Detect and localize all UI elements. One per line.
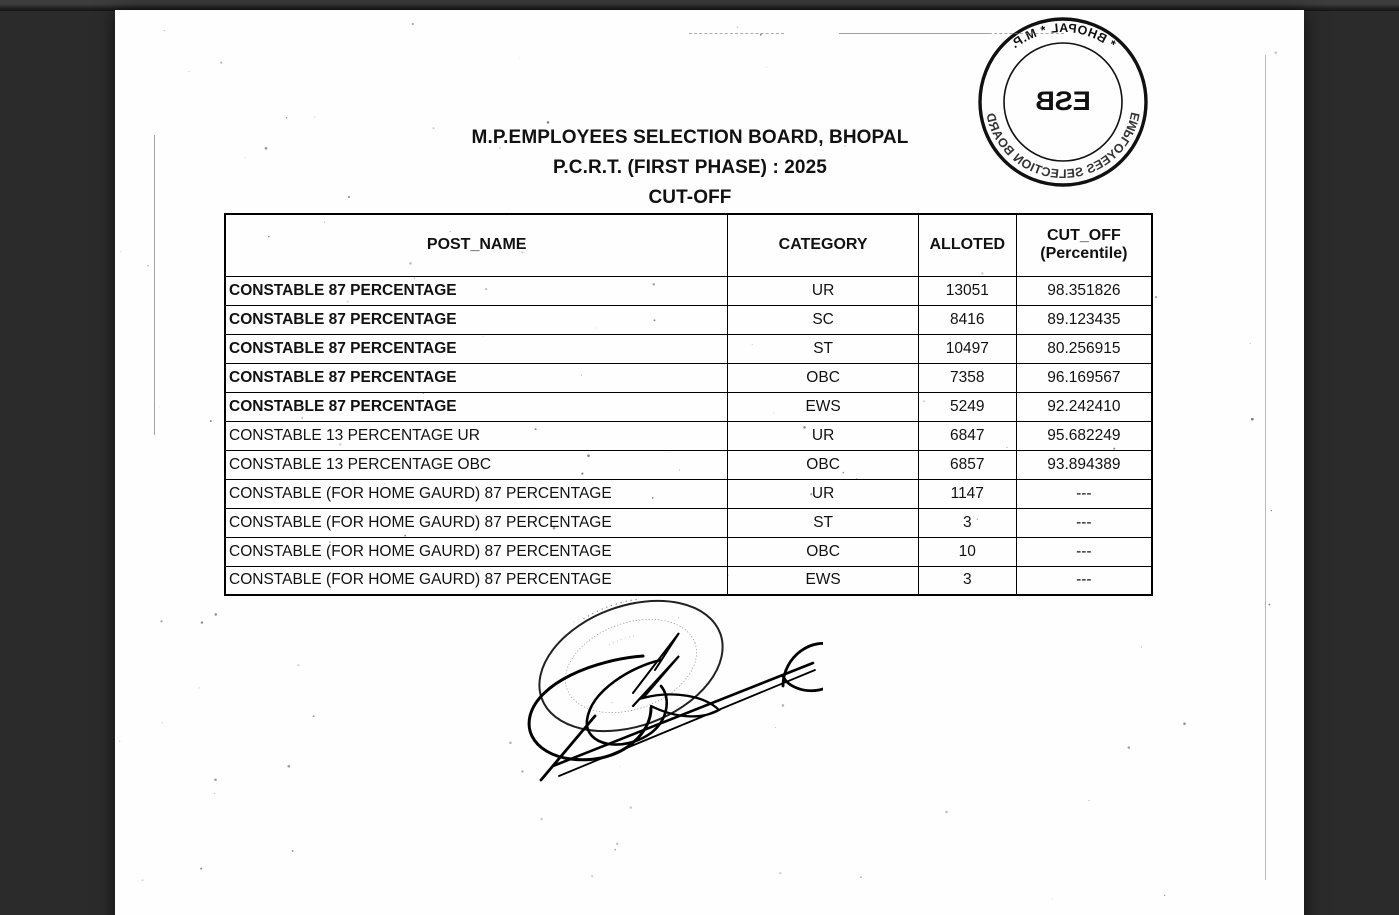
- svg-text:ESB: ESB: [1035, 86, 1091, 116]
- svg-text:* BHOPAL * M.P.: * BHOPAL * M.P.: [1008, 21, 1119, 51]
- svg-text:. . . . . . .: . . . . . . .: [606, 630, 636, 647]
